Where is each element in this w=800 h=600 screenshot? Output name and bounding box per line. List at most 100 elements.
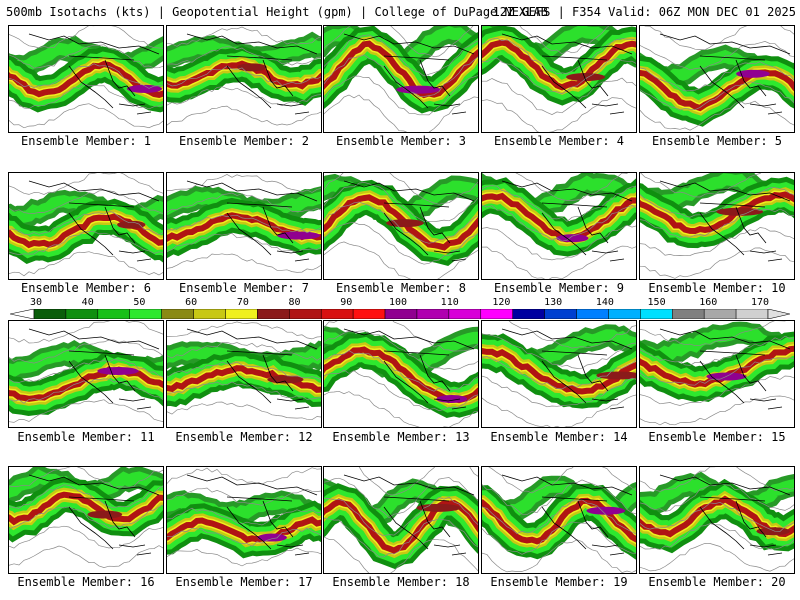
isotach-map (167, 321, 321, 421)
colorbar-swatch (384, 309, 418, 319)
isotach-map (640, 321, 794, 426)
ensemble-member-label: Ensemble Member: 20 (648, 575, 786, 589)
isotach-map (9, 467, 163, 568)
colorbar-swatch (193, 309, 226, 319)
ensemble-map-panel (323, 172, 479, 280)
colorbar-swatch (129, 309, 162, 319)
colorbar-swatch (480, 309, 513, 319)
isotach-map (167, 174, 321, 273)
ensemble-map-panel (323, 466, 479, 574)
ensemble-map-panel (166, 320, 322, 428)
isotach-map (324, 173, 478, 279)
ensemble-map-panel (8, 25, 164, 133)
colorbar-swatch (65, 309, 99, 319)
ensemble-map-panel (166, 172, 322, 280)
isotach-map (482, 467, 636, 573)
colorbar-tick-label: 70 (236, 297, 249, 308)
colorbar-tick-label: 80 (288, 297, 301, 308)
colorbar-swatch (608, 309, 641, 319)
colorbar-swatch (703, 309, 737, 319)
ensemble-member-label: Ensemble Member: 4 (493, 134, 625, 148)
isotach-map (9, 26, 163, 129)
ensemble-map-panel (639, 172, 795, 280)
colorbar-tick-label: 120 (492, 297, 511, 308)
ensemble-member-label: Ensemble Member: 8 (335, 281, 467, 295)
ensemble-map-panel (166, 466, 322, 574)
colorbar-tick-label: 170 (750, 297, 770, 308)
ensemble-member-label: Ensemble Member: 17 (175, 575, 313, 589)
colorbar-swatches (10, 309, 790, 319)
isotach-map (9, 173, 163, 277)
colorbar-tick-label: 130 (544, 297, 563, 308)
colorbar-tick-label: 160 (699, 297, 718, 308)
colorbar-max-arrow (767, 309, 790, 319)
isotach-map (167, 26, 321, 126)
colorbar-swatch (735, 309, 769, 319)
ensemble-member-label: Ensemble Member: 9 (493, 281, 625, 295)
colorbar-tick-label: 110 (440, 297, 459, 308)
ensemble-map-panel (323, 320, 479, 428)
colorbar-swatch (640, 309, 673, 319)
colorbar-tick-label: 50 (133, 297, 146, 308)
ensemble-member-label: Ensemble Member: 19 (490, 575, 628, 589)
isotach-map (167, 467, 321, 567)
ensemble-map-panel (481, 320, 637, 428)
ensemble-map-panel (8, 320, 164, 428)
ensemble-map-panel (8, 172, 164, 280)
ensemble-map-panel (481, 172, 637, 280)
ensemble-member-label: Ensemble Member: 7 (178, 281, 310, 295)
isotach-colorbar: 30 40 50 60 70 80 90 100 110 120 130 140 150 160 170 (10, 297, 790, 319)
colorbar-swatch (544, 309, 577, 319)
colorbar-swatch (352, 309, 386, 319)
colorbar-swatch (512, 309, 545, 319)
colorbar-swatch (97, 309, 130, 319)
isotach-map (324, 321, 478, 427)
ensemble-map-panel (166, 25, 322, 133)
colorbar-tick-label: 30 (29, 297, 43, 308)
ensemble-member-label: Ensemble Member: 13 (332, 430, 470, 444)
ensemble-member-label: Ensemble Member: 6 (20, 281, 152, 295)
colorbar-swatch (576, 309, 609, 319)
colorbar-swatch (320, 309, 354, 319)
map-header: 500mb Isotachs (kts) | Geopotential Heig… (6, 4, 796, 20)
colorbar-swatch (416, 309, 450, 319)
isotach-map (640, 26, 794, 131)
isotach-map (9, 321, 163, 423)
colorbar-swatch (289, 309, 322, 319)
ensemble-map-panel (639, 25, 795, 133)
isotach-map (482, 173, 636, 279)
ensemble-map-panel (323, 25, 479, 133)
isotach-map (324, 26, 478, 132)
colorbar-swatch (672, 309, 705, 319)
colorbar-labels: 30 40 50 60 70 80 90 100 110 120 130 140 150 160 170 (10, 297, 790, 309)
isotach-map (482, 26, 636, 132)
isotach-map (324, 467, 478, 573)
isotach-map (640, 173, 794, 279)
ensemble-member-label: Ensemble Member: 3 (335, 134, 467, 148)
isotach-map (640, 467, 794, 572)
ensemble-member-label: Ensemble Member: 10 (648, 281, 786, 295)
ensemble-member-label: Ensemble Member: 11 (17, 430, 155, 444)
colorbar-tick-label: 60 (185, 297, 198, 308)
colorbar-tick-label: 40 (81, 297, 94, 308)
colorbar-swatch (33, 309, 67, 319)
colorbar-swatch (448, 309, 482, 319)
ensemble-map-panel (639, 320, 795, 428)
colorbar-tick-label: 90 (340, 297, 353, 308)
ensemble-map-panel (481, 466, 637, 574)
colorbar-tick-label: 150 (647, 297, 666, 308)
colorbar-swatch (257, 309, 290, 319)
isotach-map (482, 321, 636, 427)
ensemble-member-label: Ensemble Member: 14 (490, 430, 628, 444)
ensemble-member-label: Ensemble Member: 5 (651, 134, 783, 148)
header-title: 500mb Isotachs (kts) | Geopotential Heig… (6, 5, 548, 19)
ensemble-member-label: Ensemble Member: 18 (332, 575, 470, 589)
ensemble-map-panel (481, 25, 637, 133)
ensemble-map-panel (8, 466, 164, 574)
ensemble-member-label: Ensemble Member: 1 (20, 134, 152, 148)
colorbar-tick-label: 140 (595, 297, 614, 308)
colorbar-swatch (225, 309, 258, 319)
ensemble-member-label: Ensemble Member: 16 (17, 575, 155, 589)
colorbar-min-arrow (10, 309, 35, 319)
ensemble-member-label: Ensemble Member: 12 (175, 430, 313, 444)
